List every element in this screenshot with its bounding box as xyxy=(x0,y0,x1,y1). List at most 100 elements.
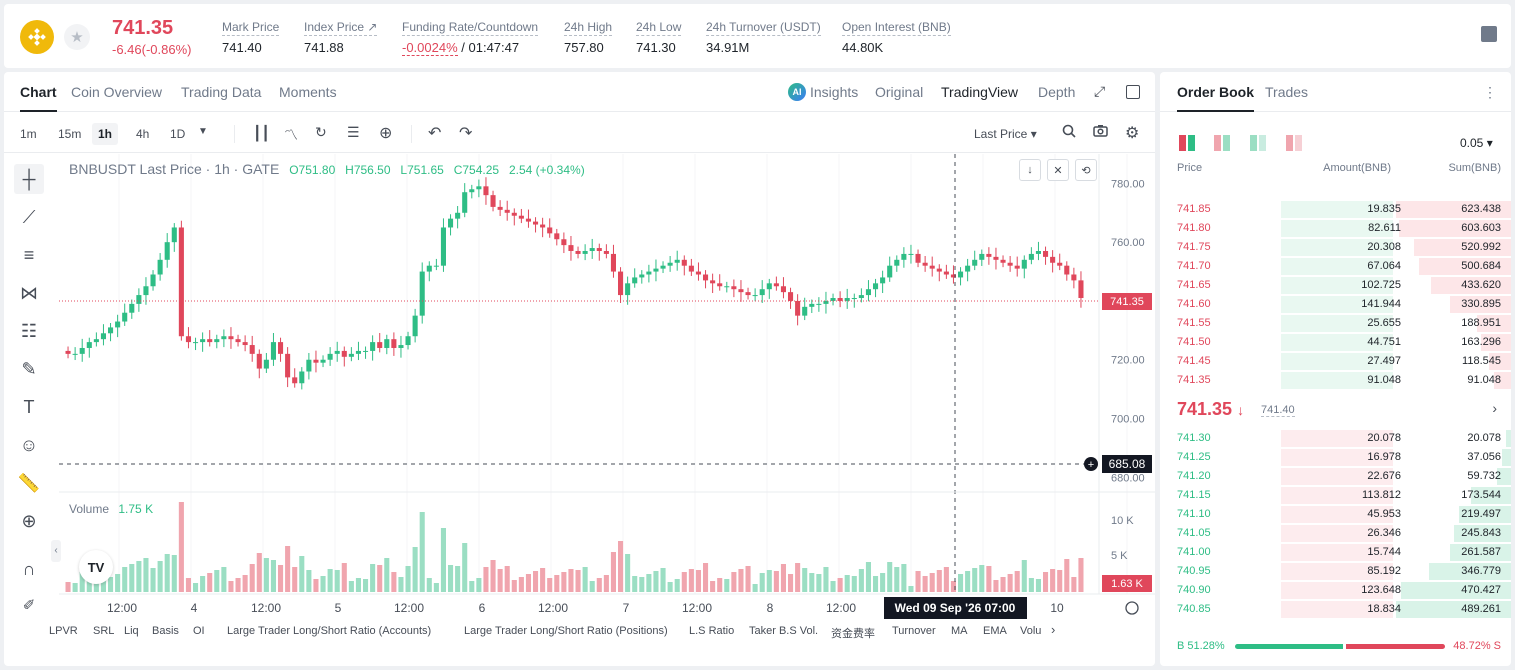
layout-bids-icon[interactable] xyxy=(1214,135,1230,151)
order-row[interactable]: 741.25 16.978 37.056 xyxy=(1160,448,1511,467)
indicator-item[interactable]: SRL xyxy=(93,625,115,637)
view-original[interactable]: Original xyxy=(875,84,924,100)
indicators-icon[interactable]: 〽 xyxy=(284,127,298,143)
timeframe-15m[interactable]: 15m xyxy=(58,127,82,141)
trend-line-icon[interactable]: ⟋ xyxy=(22,206,36,227)
scroll-down-icon[interactable]: ↓ xyxy=(1019,159,1041,181)
order-row[interactable]: 741.00 15.744 261.587 xyxy=(1160,543,1511,562)
indicator-item[interactable]: Large Trader Long/Short Ratio (Accounts) xyxy=(227,625,432,637)
timeframe-1m[interactable]: 1m xyxy=(20,127,37,141)
book-icon[interactable] xyxy=(1481,26,1497,42)
indicator-item[interactable]: MA xyxy=(951,625,968,637)
order-row[interactable]: 741.20 22.676 59.732 xyxy=(1160,467,1511,486)
order-row[interactable]: 741.35 91.048 91.048 xyxy=(1160,371,1511,390)
fib-retracement-icon[interactable]: ☷ xyxy=(20,320,38,341)
order-row[interactable]: 741.80 82.611 603.603 xyxy=(1160,219,1511,238)
indicator-item[interactable]: L.S Ratio xyxy=(689,625,735,637)
view-insights[interactable]: Insights xyxy=(810,84,859,100)
indicator-item[interactable]: OI xyxy=(193,625,205,637)
indicator-item[interactable]: Turnover xyxy=(892,625,936,637)
redo-icon[interactable]: ↷ xyxy=(459,125,473,142)
brush-icon[interactable]: ✎ xyxy=(21,358,37,379)
expand-icon[interactable]: ⤢ xyxy=(1094,83,1106,99)
layout-asks-icon[interactable] xyxy=(1250,135,1266,151)
favorite-star-icon[interactable]: ★ xyxy=(64,24,90,50)
order-row[interactable]: 741.85 19.835 623.438 xyxy=(1160,200,1511,219)
order-row[interactable]: 740.85 18.834 489.261 xyxy=(1160,600,1511,619)
candle xyxy=(384,339,390,348)
indicator-scroll-right-icon[interactable]: › xyxy=(1051,622,1056,637)
timeframe-1h[interactable]: 1h xyxy=(92,123,119,145)
zoom-in-icon[interactable]: ⊕ xyxy=(21,510,37,531)
order-row[interactable]: 740.95 85.192 346.779 xyxy=(1160,562,1511,581)
stat-index-price[interactable]: Index Price ↗ 741.88 xyxy=(304,20,378,55)
add-indicator-icon[interactable]: ⊕ xyxy=(379,125,393,142)
indicator-item[interactable]: EMA xyxy=(983,625,1007,637)
horizontal-lines-icon[interactable]: ≡ xyxy=(23,244,35,265)
order-row[interactable]: 741.15 113.812 173.544 xyxy=(1160,486,1511,505)
tab-order-book[interactable]: Order Book xyxy=(1177,84,1255,112)
collapse-icon[interactable]: ✕ xyxy=(1047,159,1069,181)
chevron-right-icon[interactable]: › xyxy=(1492,400,1497,416)
order-row[interactable]: 741.75 20.308 520.992 xyxy=(1160,238,1511,257)
order-row[interactable]: 741.60 141.944 330.895 xyxy=(1160,295,1511,314)
timeframe-1d[interactable]: 1D xyxy=(170,127,186,141)
indicator-item[interactable]: Liq xyxy=(124,625,139,637)
collapse-toolbar-icon[interactable]: ‹ xyxy=(51,540,61,562)
reset-view-icon[interactable]: ⟲ xyxy=(1075,159,1097,181)
indicator-item[interactable]: 资金费率 xyxy=(831,628,875,640)
order-row[interactable]: 741.45 27.497 118.545 xyxy=(1160,352,1511,371)
layout-depth-icon[interactable] xyxy=(1286,135,1302,151)
price-type-select[interactable]: Last Price ▾ xyxy=(974,127,1037,141)
emoji-icon[interactable]: ☺ xyxy=(19,434,39,455)
magnet-icon[interactable]: ∩ xyxy=(22,558,36,579)
view-tradingview[interactable]: TradingView xyxy=(941,84,1019,100)
order-row[interactable]: 741.50 44.751 163.296 xyxy=(1160,333,1511,352)
ruler-icon[interactable]: 📏 xyxy=(17,472,41,493)
indicator-item[interactable]: Large Trader Long/Short Ratio (Positions… xyxy=(464,625,668,637)
volume-bar xyxy=(1021,560,1027,592)
pattern-icon[interactable]: ⋈ xyxy=(20,282,38,303)
layout-both-icon[interactable] xyxy=(1179,135,1195,151)
mid-price[interactable]: 741.35 ↓ xyxy=(1177,399,1245,419)
templates-icon[interactable]: ☰ xyxy=(347,124,360,140)
candle-type-icon[interactable]: ┃┃ xyxy=(253,125,270,141)
tab-chart[interactable]: Chart xyxy=(20,84,57,112)
tab-trading-data[interactable]: Trading Data xyxy=(181,84,262,100)
order-row[interactable]: 741.65 102.725 433.620 xyxy=(1160,276,1511,295)
undo-icon[interactable]: ↶ xyxy=(428,125,442,142)
crosshair-icon[interactable]: ┼ xyxy=(14,164,44,194)
compare-icon[interactable]: ↻ xyxy=(315,124,327,140)
view-depth[interactable]: Depth xyxy=(1038,84,1076,100)
camera-icon[interactable] xyxy=(1093,123,1108,141)
stat-funding-rate[interactable]: Funding Rate/Countdown -0.0024% / 01:47:4… xyxy=(402,20,539,56)
chart-plot-area[interactable]: 780.00 760.00 720.00 700.00 680.00 10 K 5 K 1… xyxy=(51,154,1155,666)
ai-insights-icon[interactable]: AI xyxy=(788,83,806,101)
stat-mark-price[interactable]: Mark Price 741.40 xyxy=(222,20,280,55)
tab-coin-overview[interactable]: Coin Overview xyxy=(71,84,163,100)
order-row[interactable]: 741.70 67.064 500.684 xyxy=(1160,257,1511,276)
indicator-item[interactable]: LPVR xyxy=(49,625,78,637)
search-icon[interactable] xyxy=(1062,124,1076,141)
indicator-item[interactable]: Basis xyxy=(152,625,179,637)
order-sum: 623.438 xyxy=(1461,203,1501,215)
tab-trades[interactable]: Trades xyxy=(1265,84,1309,100)
more-options-icon[interactable]: ⋮ xyxy=(1483,84,1497,100)
order-row[interactable]: 741.10 45.953 219.497 xyxy=(1160,505,1511,524)
timeframe-dropdown-icon[interactable]: ▼ xyxy=(198,126,208,137)
text-tool-icon[interactable]: T xyxy=(23,396,35,417)
precision-select[interactable]: 0.05 ▾ xyxy=(1460,136,1493,150)
settings-gear-icon[interactable]: ⚙ xyxy=(1125,125,1140,142)
indicator-item[interactable]: Taker B.S Vol. xyxy=(749,625,819,637)
pencil-lock-icon[interactable]: ✐ xyxy=(22,597,36,614)
window-icon[interactable] xyxy=(1126,85,1140,99)
timeframe-4h[interactable]: 4h xyxy=(136,127,150,141)
tab-moments[interactable]: Moments xyxy=(279,84,337,100)
candlestick-chart[interactable]: 780.00 760.00 720.00 700.00 680.00 10 K 5 K 1… xyxy=(59,154,1155,624)
order-row[interactable]: 741.05 26.346 245.843 xyxy=(1160,524,1511,543)
order-row[interactable]: 741.55 25.655 188.951 xyxy=(1160,314,1511,333)
indicator-item[interactable]: Volu xyxy=(1020,625,1042,637)
volume-bar xyxy=(724,579,730,592)
order-row[interactable]: 741.30 20.078 20.078 xyxy=(1160,429,1511,448)
order-row[interactable]: 740.90 123.648 470.427 xyxy=(1160,581,1511,600)
